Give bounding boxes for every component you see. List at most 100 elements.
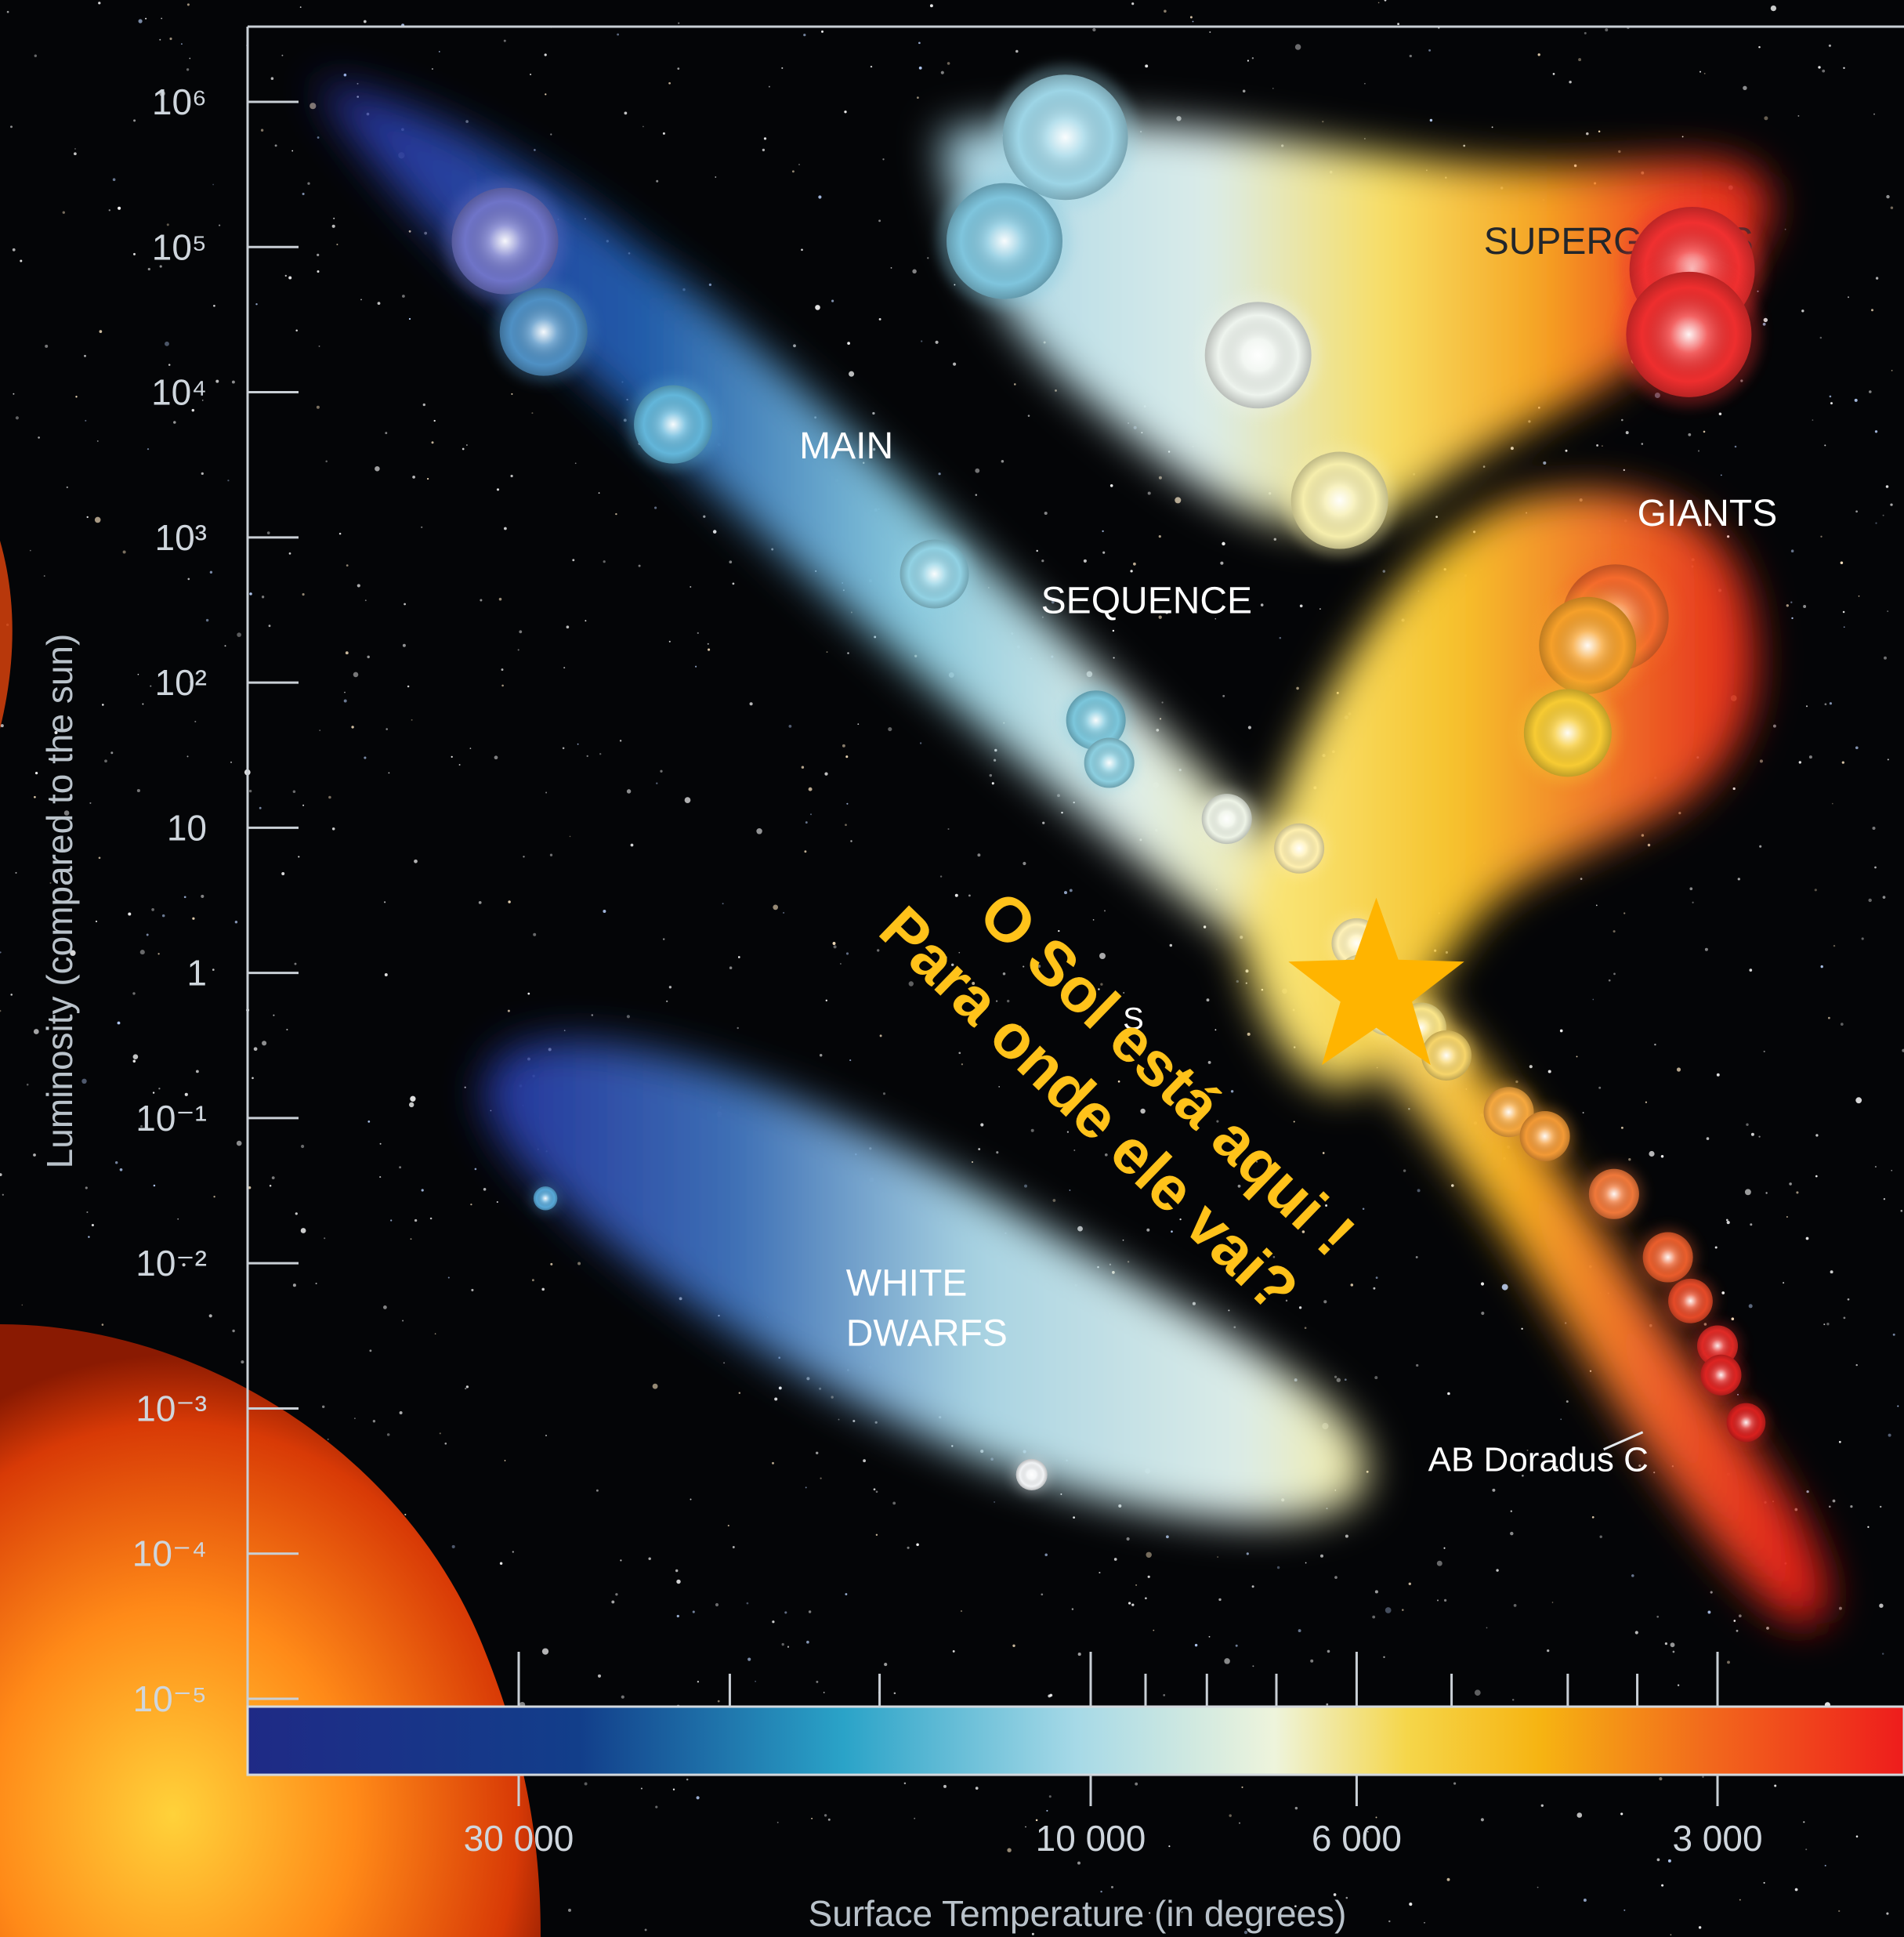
background-star [732, 1546, 735, 1548]
background-star [140, 1124, 143, 1128]
background-star [1829, 395, 1832, 398]
background-star [1812, 419, 1814, 421]
background-star [1164, 9, 1167, 13]
background-star [1645, 1101, 1647, 1103]
region-label: WHITE [846, 1262, 968, 1304]
background-star [1299, 604, 1303, 608]
background-star [1855, 746, 1859, 750]
background-star [872, 447, 876, 451]
background-star [1628, 1158, 1631, 1161]
annotation-label: AB Doradus C [1428, 1441, 1649, 1479]
background-star [1843, 67, 1845, 70]
background-star [1891, 1169, 1893, 1171]
annotation-arrow [1603, 1431, 1644, 1451]
background-star [1608, 979, 1611, 982]
background-star [852, 1419, 856, 1423]
background-star [927, 257, 929, 259]
background-star [1104, 1153, 1108, 1157]
background-star [364, 756, 367, 759]
background-star [1598, 130, 1601, 132]
background-star [1855, 1835, 1859, 1837]
background-star [136, 788, 140, 793]
background-star [1189, 16, 1193, 19]
background-star [1758, 45, 1761, 49]
background-star [1824, 1864, 1826, 1866]
background-star [1829, 1505, 1831, 1508]
annotations: AB Doradus C S [1123, 1001, 1649, 1479]
background-star [952, 1649, 955, 1653]
background-star [1002, 972, 1006, 976]
background-star [640, 1787, 643, 1790]
background-star [1884, 656, 1887, 660]
background-star [723, 1362, 726, 1364]
background-star [1163, 1694, 1166, 1696]
background-star [1790, 601, 1793, 603]
background-star [1336, 1378, 1341, 1382]
background-star [1605, 28, 1609, 32]
background-star [823, 1814, 827, 1817]
background-star [1667, 1859, 1671, 1863]
background-star [1578, 58, 1582, 62]
background-star [372, 1420, 376, 1423]
background-star [1007, 999, 1010, 1003]
background-star [1828, 44, 1831, 47]
background-star [684, 797, 691, 803]
background-star [412, 476, 415, 479]
background-star [1294, 1806, 1298, 1810]
background-star [874, 1421, 878, 1424]
background-star [712, 530, 717, 534]
background-star [364, 599, 367, 602]
background-star [147, 267, 150, 271]
background-star [132, 1054, 139, 1060]
background-star [1073, 1516, 1076, 1519]
background-star [232, 1329, 235, 1333]
background-star [1879, 1603, 1884, 1608]
background-star [1001, 460, 1004, 463]
background-star [315, 1282, 317, 1285]
background-star [1656, 1858, 1660, 1862]
background-star [1436, 1599, 1439, 1602]
background-star [1060, 1493, 1062, 1495]
x-tick-label: 10 000 [1036, 1818, 1146, 1859]
background-star [424, 231, 428, 235]
background-star [1042, 821, 1045, 824]
background-star [469, 748, 472, 749]
background-star [1220, 561, 1224, 565]
background-star [599, 753, 602, 755]
background-star [1732, 787, 1736, 791]
background-star [715, 176, 717, 178]
background-star [1890, 503, 1893, 506]
background-star [679, 1297, 682, 1301]
background-star [729, 560, 733, 564]
background-star [353, 672, 359, 678]
background-star [1260, 603, 1264, 606]
background-star [842, 744, 845, 748]
background-star [1697, 450, 1700, 452]
background-star [10, 994, 13, 996]
background-star [1764, 116, 1768, 121]
background-star [1057, 794, 1060, 798]
background-star [177, 1218, 179, 1220]
background-star [676, 1614, 679, 1618]
background-star [1805, 705, 1808, 708]
background-star [1649, 1150, 1655, 1157]
background-star [1158, 476, 1162, 480]
background-star [1510, 447, 1514, 451]
background-star [331, 827, 335, 831]
background-star [190, 680, 194, 683]
background-star [295, 329, 298, 332]
background-star [1602, 445, 1603, 447]
background-star [510, 474, 513, 478]
background-star [1305, 1562, 1307, 1564]
background-star [191, 408, 195, 412]
background-star [89, 802, 92, 804]
background-star [119, 1168, 123, 1171]
background-star [1451, 1184, 1454, 1187]
background-star [1841, 761, 1844, 764]
background-star [1304, 1327, 1307, 1330]
background-star [465, 1388, 467, 1390]
background-star [597, 1674, 602, 1678]
background-star [798, 164, 800, 165]
background-star [672, 1788, 675, 1790]
background-star [1443, 1598, 1447, 1602]
